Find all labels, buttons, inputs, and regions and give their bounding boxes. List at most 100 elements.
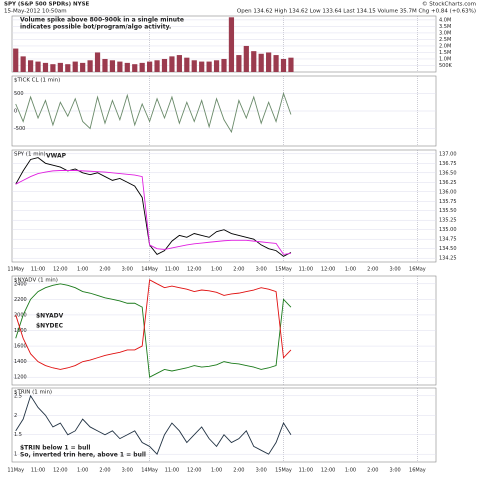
x-tick-label: 3:00 <box>389 468 400 474</box>
x-tick-label: 2:00 <box>367 468 378 474</box>
bar <box>87 60 93 72</box>
bar <box>169 56 175 72</box>
annotation: indicates possible bot/program/algo acti… <box>20 24 171 31</box>
x-tick-label: 11:00 <box>165 267 179 273</box>
bar <box>132 64 138 72</box>
bar <box>288 57 294 72</box>
y-tick-label: 1.5 <box>14 432 22 438</box>
y-tick-label: 500K <box>439 63 453 69</box>
y-tick-label: 3.5M <box>439 24 451 30</box>
bar <box>94 52 101 72</box>
x-tick-label: 3:00 <box>122 267 133 273</box>
annotation: Volume spike above 800-900k in a single … <box>20 17 184 24</box>
x-tick-label: 1:00 <box>211 267 222 273</box>
bar <box>206 61 212 72</box>
y-tick-label: 135.00 <box>439 227 457 233</box>
y-tick-label: 2.0M <box>439 43 451 49</box>
y-tick-label: 134.25 <box>439 256 457 262</box>
quote: Open 134.62 High 134.62 Low 133.64 Last … <box>237 9 476 15</box>
x-tick-label: 16May <box>409 468 426 474</box>
x-tick-label: 2:00 <box>99 468 110 474</box>
y-tick-label: 1200 <box>14 375 27 381</box>
legend-entry: $NYDEC <box>36 323 64 330</box>
series-line <box>15 170 292 255</box>
x-tick-label: 14May <box>141 468 158 474</box>
x-tick-label: 11:00 <box>299 267 313 273</box>
bar <box>154 60 160 72</box>
x-tick-label: 3:00 <box>389 267 400 273</box>
legend-entry: VWAP <box>46 153 67 160</box>
x-tick-label: 3:00 <box>122 468 133 474</box>
bar <box>20 56 26 72</box>
series-line <box>15 279 292 370</box>
x-tick-label: 11:00 <box>299 468 313 474</box>
panel-title: $TRIN (1 min) <box>14 390 52 396</box>
y-tick-label: 2200 <box>14 297 27 303</box>
bar <box>213 60 220 72</box>
x-tick-label: 11:00 <box>31 267 45 273</box>
bar <box>228 17 235 72</box>
series-line <box>15 283 292 378</box>
legend-entry: $NYADV <box>36 313 64 320</box>
x-tick-label: 2:00 <box>99 267 110 273</box>
y-tick-label: 4.0M <box>439 17 451 23</box>
bar <box>280 58 287 72</box>
x-tick-label: 14May <box>141 267 158 273</box>
bar <box>273 55 279 72</box>
bar <box>57 62 63 72</box>
y-tick-label: 134.50 <box>439 246 457 252</box>
y-tick-label: 2.5M <box>439 37 451 43</box>
x-tick-label: 11:00 <box>31 468 45 474</box>
annotation: $TRIN below 1 = bull <box>20 445 90 452</box>
y-tick-label: 136.00 <box>439 189 457 195</box>
bar <box>236 55 242 72</box>
y-tick-label: 135.50 <box>439 208 457 214</box>
x-tick-label: 16May <box>409 267 426 273</box>
series-line <box>15 157 292 257</box>
bar <box>199 61 205 72</box>
x-tick-label: 11May <box>7 468 24 474</box>
bar <box>50 64 56 72</box>
x-tick-label: 15May <box>275 267 292 273</box>
series-line <box>15 394 292 456</box>
panel-frame <box>11 387 437 463</box>
bar <box>266 52 272 72</box>
panel-frame <box>11 149 437 263</box>
bar <box>258 53 264 72</box>
y-tick-label: 3.0M <box>439 30 451 36</box>
y-tick-label: 134.75 <box>439 237 457 243</box>
x-tick-label: 1:00 <box>211 468 222 474</box>
bar <box>124 62 130 72</box>
bar <box>243 45 249 72</box>
bar <box>184 57 190 72</box>
x-tick-label: 3:00 <box>256 267 267 273</box>
x-tick-label: 11May <box>7 267 24 273</box>
y-tick-label: 136.50 <box>439 170 457 176</box>
y-tick-label: 2.5 <box>14 393 22 399</box>
bar <box>176 55 182 72</box>
series-line <box>15 91 292 134</box>
x-tick-label: 12:00 <box>53 267 67 273</box>
bar <box>221 58 227 72</box>
x-tick-label: 2:00 <box>367 267 378 273</box>
x-tick-label: 1:00 <box>77 468 88 474</box>
x-tick-label: 3:00 <box>256 468 267 474</box>
y-tick-label: 1600 <box>14 344 27 350</box>
bar <box>65 64 71 72</box>
y-tick-label: 0 <box>14 109 17 115</box>
y-tick-label: 2 <box>14 413 17 419</box>
x-tick-label: 1:00 <box>77 267 88 273</box>
y-tick-label: 136.25 <box>439 180 457 186</box>
bar <box>251 51 257 72</box>
date: 15-May-2012 10:50am <box>4 9 67 15</box>
y-tick-label: 135.75 <box>439 199 457 205</box>
bar <box>80 62 86 72</box>
x-tick-label: 15May <box>275 468 292 474</box>
y-tick-label: 500 <box>14 91 24 97</box>
source: © StockCharts.com <box>422 1 476 8</box>
bar <box>147 61 153 72</box>
x-tick-label: 12:00 <box>321 267 335 273</box>
x-tick-label: 12:00 <box>187 468 201 474</box>
